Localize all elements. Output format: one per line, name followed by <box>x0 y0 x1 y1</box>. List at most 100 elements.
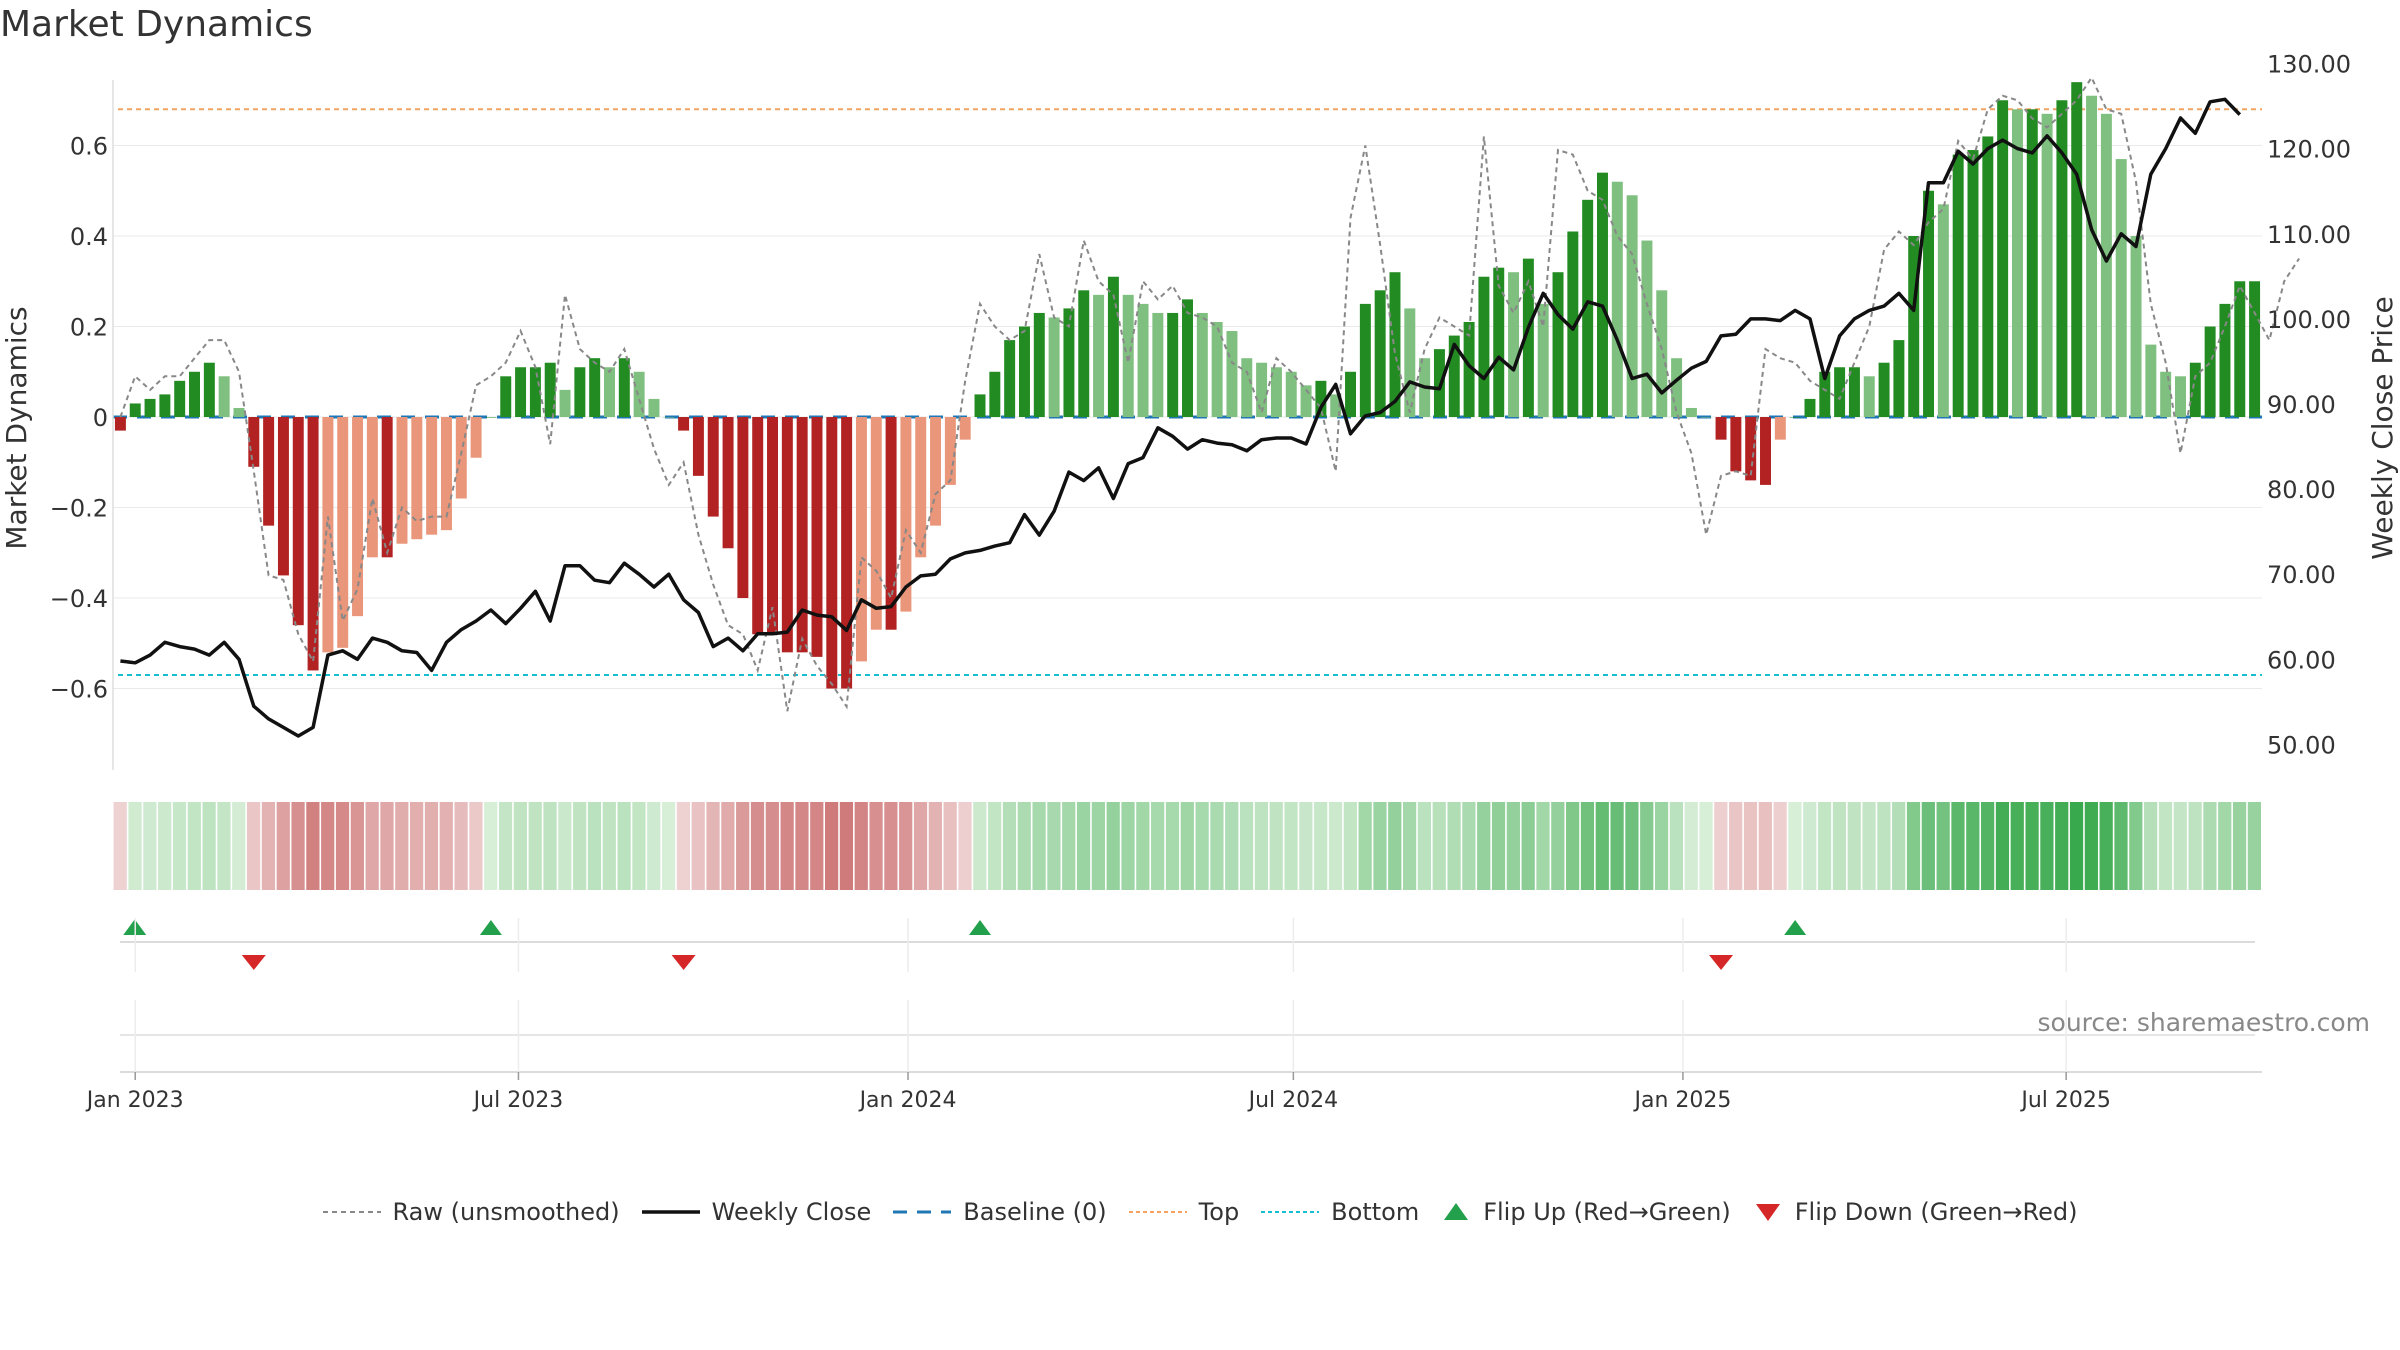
bar <box>2115 159 2127 418</box>
heat-cell <box>306 802 320 890</box>
legend-label-top: Top <box>1198 1198 1240 1226</box>
heat-cell <box>824 802 839 890</box>
heat-cell <box>543 802 557 890</box>
bar <box>944 417 956 485</box>
bar <box>1345 371 1357 418</box>
heat-cell <box>2158 802 2173 890</box>
bar <box>767 417 779 635</box>
right-tick-label: 70.00 <box>2267 561 2336 589</box>
heat-cell <box>2055 802 2069 890</box>
left-tick-label: −0.2 <box>50 495 108 523</box>
heat-cell <box>1299 802 1313 890</box>
close-line <box>120 97 2242 738</box>
bar <box>366 417 378 558</box>
bar <box>2204 326 2216 418</box>
bar <box>781 417 793 653</box>
flip-up-marker <box>1784 920 1807 935</box>
heat-cell <box>202 802 216 890</box>
flip-down-icon <box>1755 1204 1780 1221</box>
bar <box>2086 95 2098 418</box>
bar <box>322 417 334 653</box>
bar <box>1167 312 1179 418</box>
heat-cell <box>1314 802 1328 890</box>
heat-cell <box>573 802 587 890</box>
bar <box>692 417 704 476</box>
heat-cell <box>1032 802 1046 890</box>
heat-cell <box>1002 802 1017 890</box>
heat-cell <box>2010 802 2024 890</box>
heat-cell <box>1743 802 1758 890</box>
heat-cell <box>335 802 350 890</box>
bar <box>1760 417 1771 485</box>
heat-cell <box>558 802 572 890</box>
bar <box>485 417 497 418</box>
heat-cell <box>1047 802 1061 890</box>
bar <box>159 394 171 418</box>
heat-cell <box>469 802 483 890</box>
bar <box>233 407 245 418</box>
bar <box>307 417 319 671</box>
heat-cell <box>661 802 676 890</box>
heat-cell <box>706 802 720 890</box>
bar <box>337 417 349 648</box>
heat-cell <box>810 802 824 890</box>
bar <box>1745 417 1757 481</box>
heat-cell <box>1506 802 1520 890</box>
heat-cell <box>691 802 705 890</box>
bar <box>203 362 215 418</box>
bar <box>796 417 808 653</box>
heat-cell <box>1403 802 1417 890</box>
bar <box>826 417 838 689</box>
heat-cell <box>246 802 261 890</box>
bar <box>752 417 764 635</box>
heat-cell <box>454 802 468 890</box>
bar <box>1389 272 1401 418</box>
bar <box>1522 258 1534 418</box>
bar <box>1078 290 1090 418</box>
heat-cell <box>1995 802 2010 890</box>
heat-cell <box>958 802 972 890</box>
bar <box>2249 281 2261 418</box>
bar <box>2026 109 2038 418</box>
bar <box>1715 417 1727 440</box>
heat-cell <box>528 802 542 890</box>
bar <box>1404 308 1416 418</box>
bar <box>900 417 912 612</box>
bar <box>1093 294 1105 418</box>
bar <box>1834 367 1846 418</box>
heat-cell <box>647 802 661 890</box>
bar <box>1537 303 1549 418</box>
heat-cell <box>2069 802 2084 890</box>
flip-down-marker <box>1709 955 1734 970</box>
heat-cell <box>1091 802 1105 890</box>
bar <box>841 417 853 689</box>
heat-cell <box>1343 802 1357 890</box>
bar <box>1374 290 1386 418</box>
bar <box>1152 312 1164 418</box>
legend-swatch-baseline <box>893 1210 952 1214</box>
heat-cell <box>884 802 898 890</box>
heat-cell <box>395 802 409 890</box>
heat-cell <box>1966 802 1980 890</box>
heat-cell <box>1136 802 1150 890</box>
bar <box>915 417 927 558</box>
left-tick-label: 0 <box>93 404 108 432</box>
bar <box>2011 109 2023 418</box>
bar <box>292 417 304 626</box>
bar <box>1923 190 1935 418</box>
flip-up-icon <box>1444 1203 1469 1220</box>
heat-cell <box>617 802 631 890</box>
legend-label-raw: Raw (unsmoothed) <box>392 1198 620 1226</box>
bar <box>2219 303 2231 418</box>
bar <box>1685 407 1697 418</box>
bar <box>1063 308 1075 418</box>
heat-cell <box>1551 802 1565 890</box>
bar <box>1893 340 1905 418</box>
heat-cell <box>1225 802 1239 890</box>
bar <box>1848 367 1860 418</box>
heat-cell <box>172 802 187 890</box>
heat-cell <box>1654 802 1669 890</box>
right-tick-label: 80.00 <box>2267 476 2336 504</box>
heat-cell <box>780 802 794 890</box>
bar <box>2189 362 2201 418</box>
